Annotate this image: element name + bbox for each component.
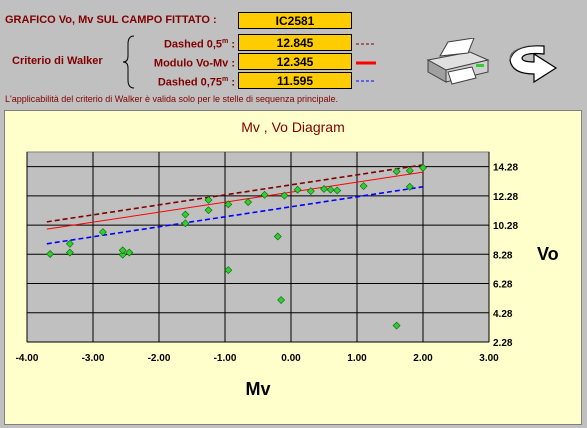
x-tick-label: 3.00: [479, 353, 499, 364]
data-point: [293, 185, 302, 194]
x-tick-label: -2.00: [148, 353, 171, 364]
data-point: [280, 191, 289, 200]
line-legend-swatches: [356, 43, 376, 82]
data-point: [326, 185, 335, 194]
x-axis-label: Mv: [245, 379, 270, 399]
data-point: [125, 248, 134, 257]
data-point: [224, 200, 233, 209]
x-tick-label: 0.00: [281, 353, 301, 364]
data-point: [419, 163, 427, 172]
data-point: [204, 206, 213, 215]
data-point: [46, 250, 55, 258]
data-point: [65, 248, 74, 257]
data-point: [118, 246, 127, 255]
row-dashed-05-label: Dashed 0,5m :: [163, 38, 235, 51]
plot-area: [26, 151, 490, 343]
data-point: [181, 210, 190, 219]
row-dashed-05-value: 12.845: [238, 34, 352, 51]
data-point: [204, 196, 213, 204]
criterion-label: Criterio di Walker: [12, 55, 103, 67]
data-point: [320, 185, 328, 193]
chart-title: Mv , Vo Diagram: [241, 119, 345, 135]
data-point: [359, 182, 368, 190]
x-tick-label: 2.00: [413, 353, 433, 364]
y-tick-label: 2.28: [493, 338, 513, 349]
x-tick-label: 1.00: [347, 353, 367, 364]
y-axis-label: Vo: [537, 244, 559, 264]
row-modulo-label: Modulo Vo-Mv :: [153, 57, 235, 70]
y-tick-label: 12.28: [493, 192, 518, 203]
curved-arrow-back-icon: [509, 45, 558, 84]
mv-vo-chart: -4.00 -3.00 -2.00 -1.00 0.00 1.00 2.00 3.00 14.2…: [16, 151, 559, 399]
back-button[interactable]: [500, 38, 564, 88]
data-point: [405, 166, 414, 175]
chart-panel: Mv , Vo Diagram -4.00 -3.00 -2.00 -1.00 0.00…: [4, 110, 582, 425]
data-point: [118, 250, 127, 259]
data-point: [392, 167, 401, 176]
data-point: [98, 228, 107, 237]
fit-line-1: [46, 171, 424, 230]
data-point: [273, 232, 282, 241]
row-dashed-075-label: Dashed 0,75m :: [157, 76, 235, 89]
criterion-brace: [122, 35, 135, 89]
row-dashed-075-value: 11.595: [238, 72, 352, 89]
x-tick-label: -3.00: [82, 353, 105, 364]
data-point: [181, 219, 190, 228]
field-name-value: IC2581: [238, 12, 352, 29]
data-point: [65, 239, 74, 248]
x-tick-label: -4.00: [16, 353, 39, 364]
data-point: [244, 198, 253, 207]
y-tick-label: 4.28: [493, 309, 513, 320]
y-tick-label: 8.28: [493, 250, 513, 261]
data-point: [392, 321, 401, 330]
y-tick-label: 6.28: [493, 280, 513, 291]
printer-icon: [426, 37, 490, 85]
data-point: [260, 190, 269, 199]
x-tick-label: -1.00: [214, 353, 237, 364]
data-point: [306, 187, 315, 196]
data-point: [333, 186, 342, 195]
data-point: [224, 266, 233, 275]
print-button[interactable]: [418, 37, 492, 88]
y-tick-label: 14.28: [493, 163, 518, 174]
data-point: [405, 182, 414, 191]
data-point: [277, 296, 286, 304]
walker-note: L'applicabilità del criterio di Walker è…: [5, 94, 339, 104]
row-modulo-value: 12.345: [238, 53, 352, 70]
y-tick-label: 10.28: [493, 221, 518, 232]
chart-field-title: GRAFICO Vo, Mv SUL CAMPO FITTATO :: [5, 14, 217, 26]
